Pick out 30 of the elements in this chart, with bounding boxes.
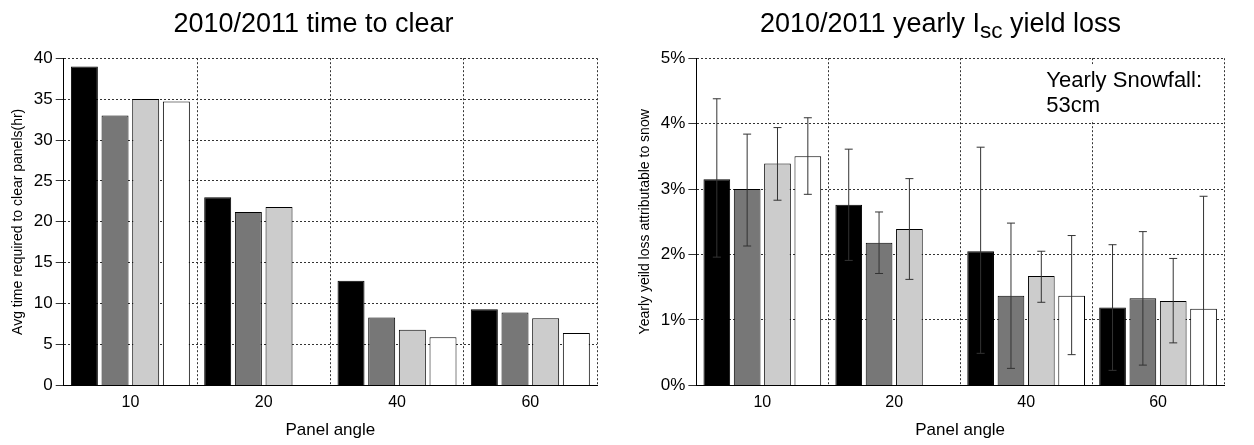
y-tick-label: 3% xyxy=(660,178,686,198)
x-tick-label: 20 xyxy=(254,393,273,411)
x-tick-label: 40 xyxy=(1017,393,1036,411)
y-tick-label: 5 xyxy=(43,334,53,354)
y-tick-label: 4% xyxy=(660,113,686,133)
x-tick-label: 10 xyxy=(121,393,140,411)
y-tick-label: 40 xyxy=(33,47,53,67)
y-tick-label: 5% xyxy=(660,47,686,67)
y-tick-label: 10 xyxy=(33,293,53,313)
annotation: Yearly Snowfall: 53cm xyxy=(1046,67,1202,118)
y-axis-title: Avg time required to clear panels(hr) xyxy=(9,108,26,335)
x-tick-label: 20 xyxy=(885,393,904,411)
y-tick-label: 2% xyxy=(660,244,686,264)
x-tick-label: 60 xyxy=(1149,393,1168,411)
y-tick-label: 0% xyxy=(660,375,686,395)
x-tick-label: 10 xyxy=(753,393,772,411)
x-axis-title: Panel angle xyxy=(915,420,1006,440)
y-tick-label: 25 xyxy=(33,170,53,190)
y-tick-label: 30 xyxy=(33,129,53,149)
y-tick-label: 1% xyxy=(660,309,686,329)
y-tick-label: 35 xyxy=(33,88,53,108)
y-tick-label: 0 xyxy=(43,375,53,395)
y-tick-label: 15 xyxy=(33,252,53,272)
x-tick-label: 60 xyxy=(521,393,540,411)
chart-title: 2010/2011 yearly I$_{sc}$ yield loss xyxy=(758,8,1123,45)
y-tick-label: 20 xyxy=(33,211,53,231)
x-tick-label: 40 xyxy=(388,393,407,411)
x-axis-title: Panel angle xyxy=(285,420,376,440)
chart-title: 2010/2011 time to clear xyxy=(172,8,455,39)
y-axis-title: Yearly yeild loss attributable to snow xyxy=(636,108,653,335)
